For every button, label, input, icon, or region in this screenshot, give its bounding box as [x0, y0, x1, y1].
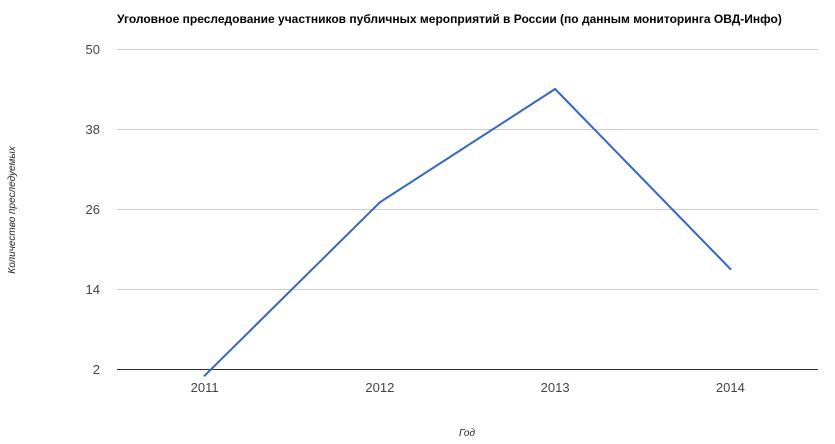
y-tick-label: 38	[86, 122, 100, 137]
series-group	[203, 88, 732, 377]
x-axis-ticks: 2011 2012 2013 2014	[191, 380, 745, 395]
data-point	[203, 374, 206, 377]
data-point	[729, 268, 732, 270]
y-axis-ticks: 2 14 26 38 50	[86, 42, 100, 377]
x-tick-label: 2014	[716, 380, 745, 395]
y-tick-label: 50	[86, 42, 100, 57]
chart-title: Уголовное преследование участников публи…	[117, 12, 782, 26]
y-axis-label: Количество преследуемых	[7, 145, 18, 273]
data-point	[554, 88, 557, 90]
y-tick-label: 14	[86, 282, 100, 297]
y-tick-label: 26	[86, 202, 100, 217]
series-line	[203, 88, 732, 377]
x-tick-label: 2013	[541, 380, 570, 395]
y-tick-label: 2	[93, 362, 100, 377]
x-tick-label: 2011	[191, 380, 219, 395]
gridlines	[117, 49, 818, 370]
data-point	[378, 201, 381, 204]
x-axis-label: Год	[459, 428, 475, 439]
x-tick-label: 2012	[365, 380, 394, 395]
